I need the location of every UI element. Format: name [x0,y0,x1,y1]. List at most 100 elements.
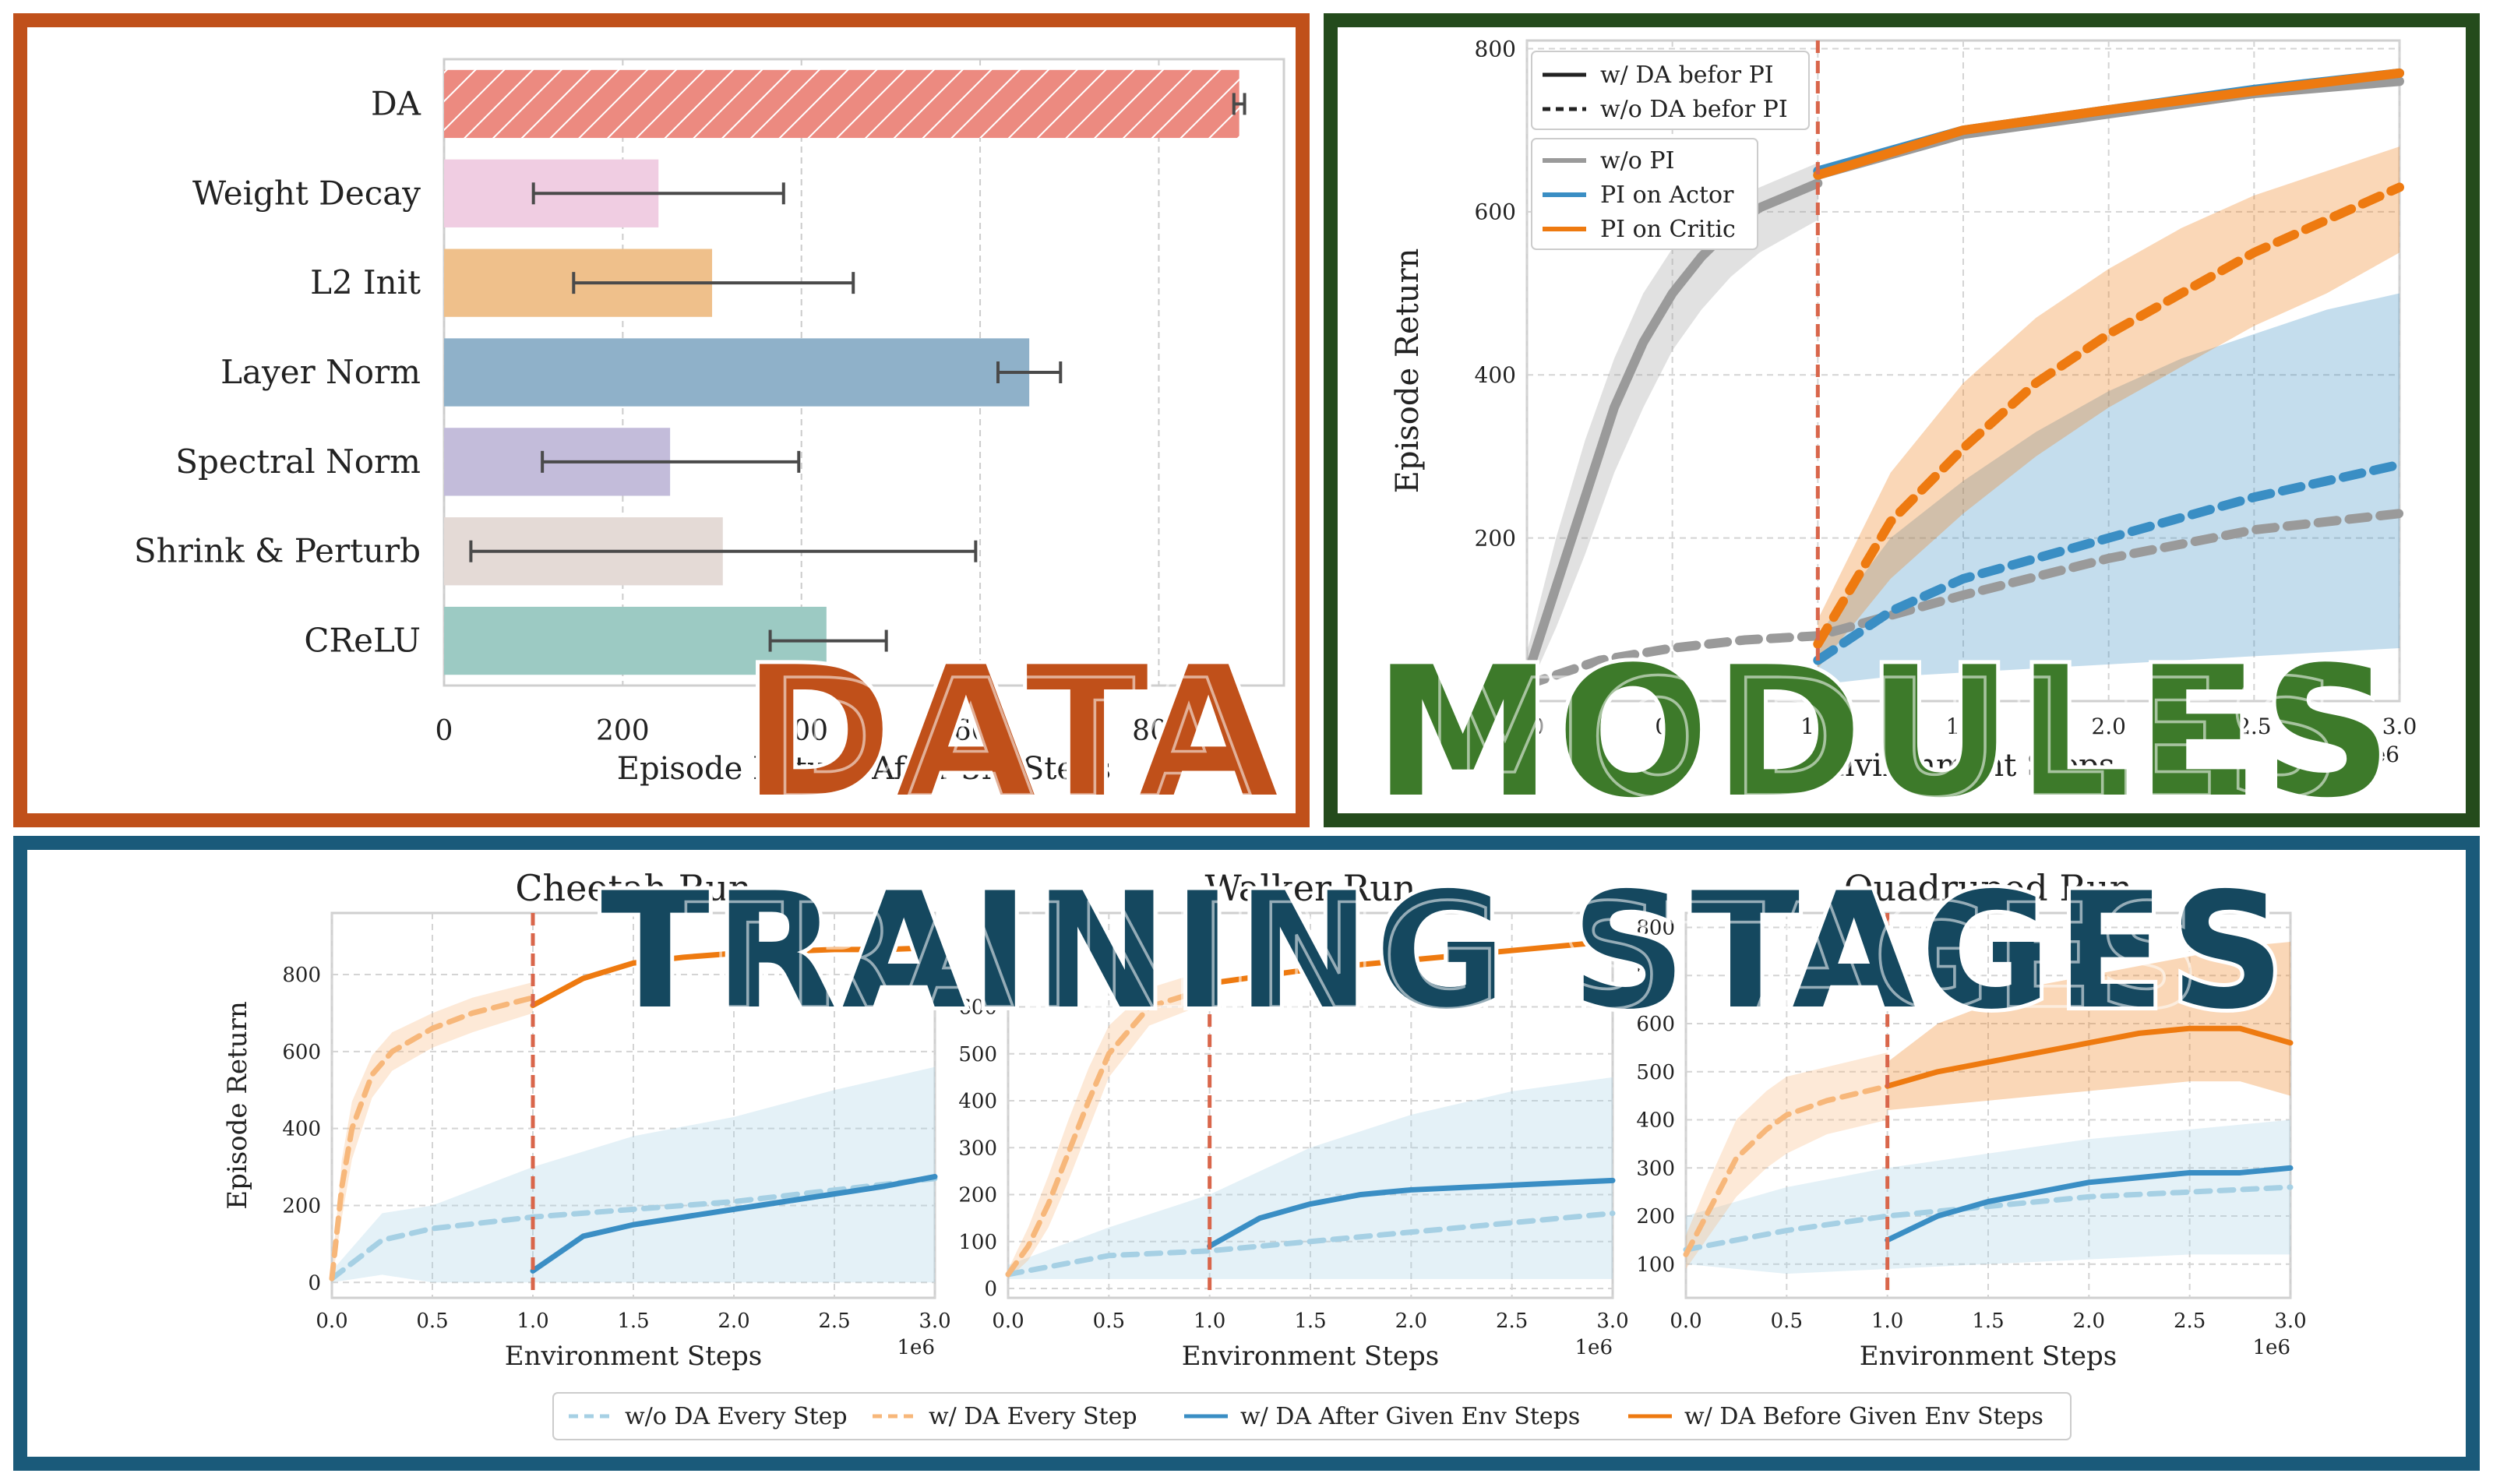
y-tick-label: 500 [1636,1061,1675,1084]
stages-section-frame [13,836,2480,1471]
y-tick-label: 0 [308,1271,321,1295]
y-tick-label: 500 [958,1043,997,1066]
x-tick-label: 0.5 [1093,1310,1125,1333]
stages-section-title-inline: TRAINING STAGES [685,873,2205,1041]
x-tick-label: 1.5 [617,1310,649,1333]
y-tick-label: 300 [1636,1157,1675,1180]
category-label: Shrink & Perturb [134,532,421,570]
y-tick-label: 600 [282,1041,321,1064]
data-section-title: DATA [743,629,1282,837]
y-tick-label: 200 [958,1184,997,1207]
y-tick-label: 400 [958,1090,997,1113]
modules-chart: 0.0 0.5 1.0 1.5 2.0 2.5 3.0 200 400 600 800 Environ… [1390,36,2417,784]
x-axis-label: Environment Steps [1812,748,2115,784]
x-axis-label: Environment Steps [1182,1341,1439,1372]
x-tick-label: 1.5 [1972,1310,2004,1333]
chart-title: Cheetah Run [515,867,751,909]
category-label: Weight Decay [192,174,421,212]
y-tick-label: 800 [1475,36,1516,62]
legend-label: PI on Actor [1600,182,1734,209]
y-tick-label: 400 [1475,362,1516,388]
confidence-band [1818,146,2400,669]
x-tick-label: 2.5 [818,1310,850,1333]
y-tick-label: 800 [1636,917,1675,940]
legend-box [1531,138,1758,250]
series-line [1683,1184,2294,1253]
x-tick-label: 2.5 [2237,714,2272,739]
chart-title: Quadruped Run [1844,867,2132,909]
y-axis-label: Episode Return [1390,249,1426,494]
y-tick-label: 800 [282,964,321,987]
series-line [329,995,536,1281]
stage-chart: 0.0 0.5 1.0 1.5 2.0 2.5 3.0 0 100 200 300 400 500 600… [958,867,1628,1372]
data-section-title-inline: DATA [770,645,1256,833]
y-axis-label: Episode Return [222,1001,253,1210]
confidence-band [1527,163,1818,693]
series-line [1207,938,1616,986]
y-tick-label: 200 [1475,525,1516,551]
modules-section-title: MODULES [1373,629,2396,837]
series-line [1813,460,2404,665]
x-tick-label: 1.0 [1800,714,1835,739]
legend-label: w/o DA Every Step [625,1403,848,1430]
modules-section-title-inline: MODULES [1425,645,2346,833]
y-tick-label: 100 [1636,1253,1675,1277]
x-tick-label: 0.0 [1670,1310,1701,1333]
x-tick-label: 2.5 [2174,1310,2206,1333]
y-tick-label: 200 [282,1195,321,1218]
confidence-band [1887,942,2290,1111]
series-line [1683,1083,1891,1257]
confidence-band [1686,1052,1888,1269]
x-tick-label: 2.0 [2073,1310,2105,1333]
confidence-band [1818,293,2400,686]
x-tick-label: 3.0 [919,1310,950,1333]
series-line [329,1176,938,1281]
x-tick-label: 400 [774,715,828,747]
legend-label: w/ DA befor PI [1600,62,1774,89]
y-tick-label: 200 [1636,1205,1675,1228]
y-tick-label: 600 [958,996,997,1020]
y-tick-label: 300 [958,1137,997,1160]
confidence-band [1686,1119,2290,1274]
category-label: Layer Norm [220,353,421,391]
x-tick-label: 2.0 [1395,1310,1427,1333]
y-tick-label: 400 [282,1118,321,1141]
y-tick-label: 600 [1475,199,1516,225]
confidence-band [1008,969,1210,1279]
stage-chart: 0.0 0.5 1.0 1.5 2.0 2.5 3.0 0 200 400 600 800 Enviro… [222,867,951,1372]
x-tick-label: 0.5 [416,1310,448,1333]
series-line [1522,178,1823,682]
x-tick-label: 0.0 [992,1310,1024,1333]
y-tick-label: 700 [1636,964,1675,988]
x-tick-label: 0.0 [1510,714,1545,739]
legend-label: w/o DA befor PI [1600,96,1788,123]
data-section-frame [13,13,1310,827]
x-tick-label: 1.0 [1871,1310,1903,1333]
x-tick-label: 0 [435,715,453,747]
x-tick-label: 600 [954,715,1007,747]
x-tick-label: 2.0 [2091,714,2126,739]
legend-label: w/ DA After Given Env Steps [1240,1403,1580,1430]
x-axis-label: Environment Steps [1860,1341,2117,1372]
x-tick-label: 1.5 [1294,1310,1326,1333]
y-tick-label: 400 [1636,1109,1675,1133]
x-tick-label: 0.5 [1771,1310,1803,1333]
bar [444,606,827,675]
stages-section-title: TRAINING STAGES [601,859,2290,1045]
series-line [530,944,938,1009]
legend-label: w/ DA Before Given Env Steps [1684,1403,2043,1430]
x-scale-note: 1e6 [897,1336,935,1359]
confidence-band [332,982,533,1283]
legend-label: w/o PI [1600,147,1674,174]
data-chart: 0 200 400 600 800 Episode Return After 3M Ste… [134,58,1285,787]
x-tick-label: 0.0 [316,1310,347,1333]
category-label: L2 Init [310,263,421,301]
x-tick-label: 2.5 [1496,1310,1528,1333]
x-tick-label: 800 [1132,715,1186,747]
x-axis-label: Environment Steps [505,1341,762,1372]
series-line [1005,1211,1616,1278]
x-scale-note: 1e6 [2359,742,2400,767]
bar [444,338,1030,407]
series-line [1813,68,2404,180]
